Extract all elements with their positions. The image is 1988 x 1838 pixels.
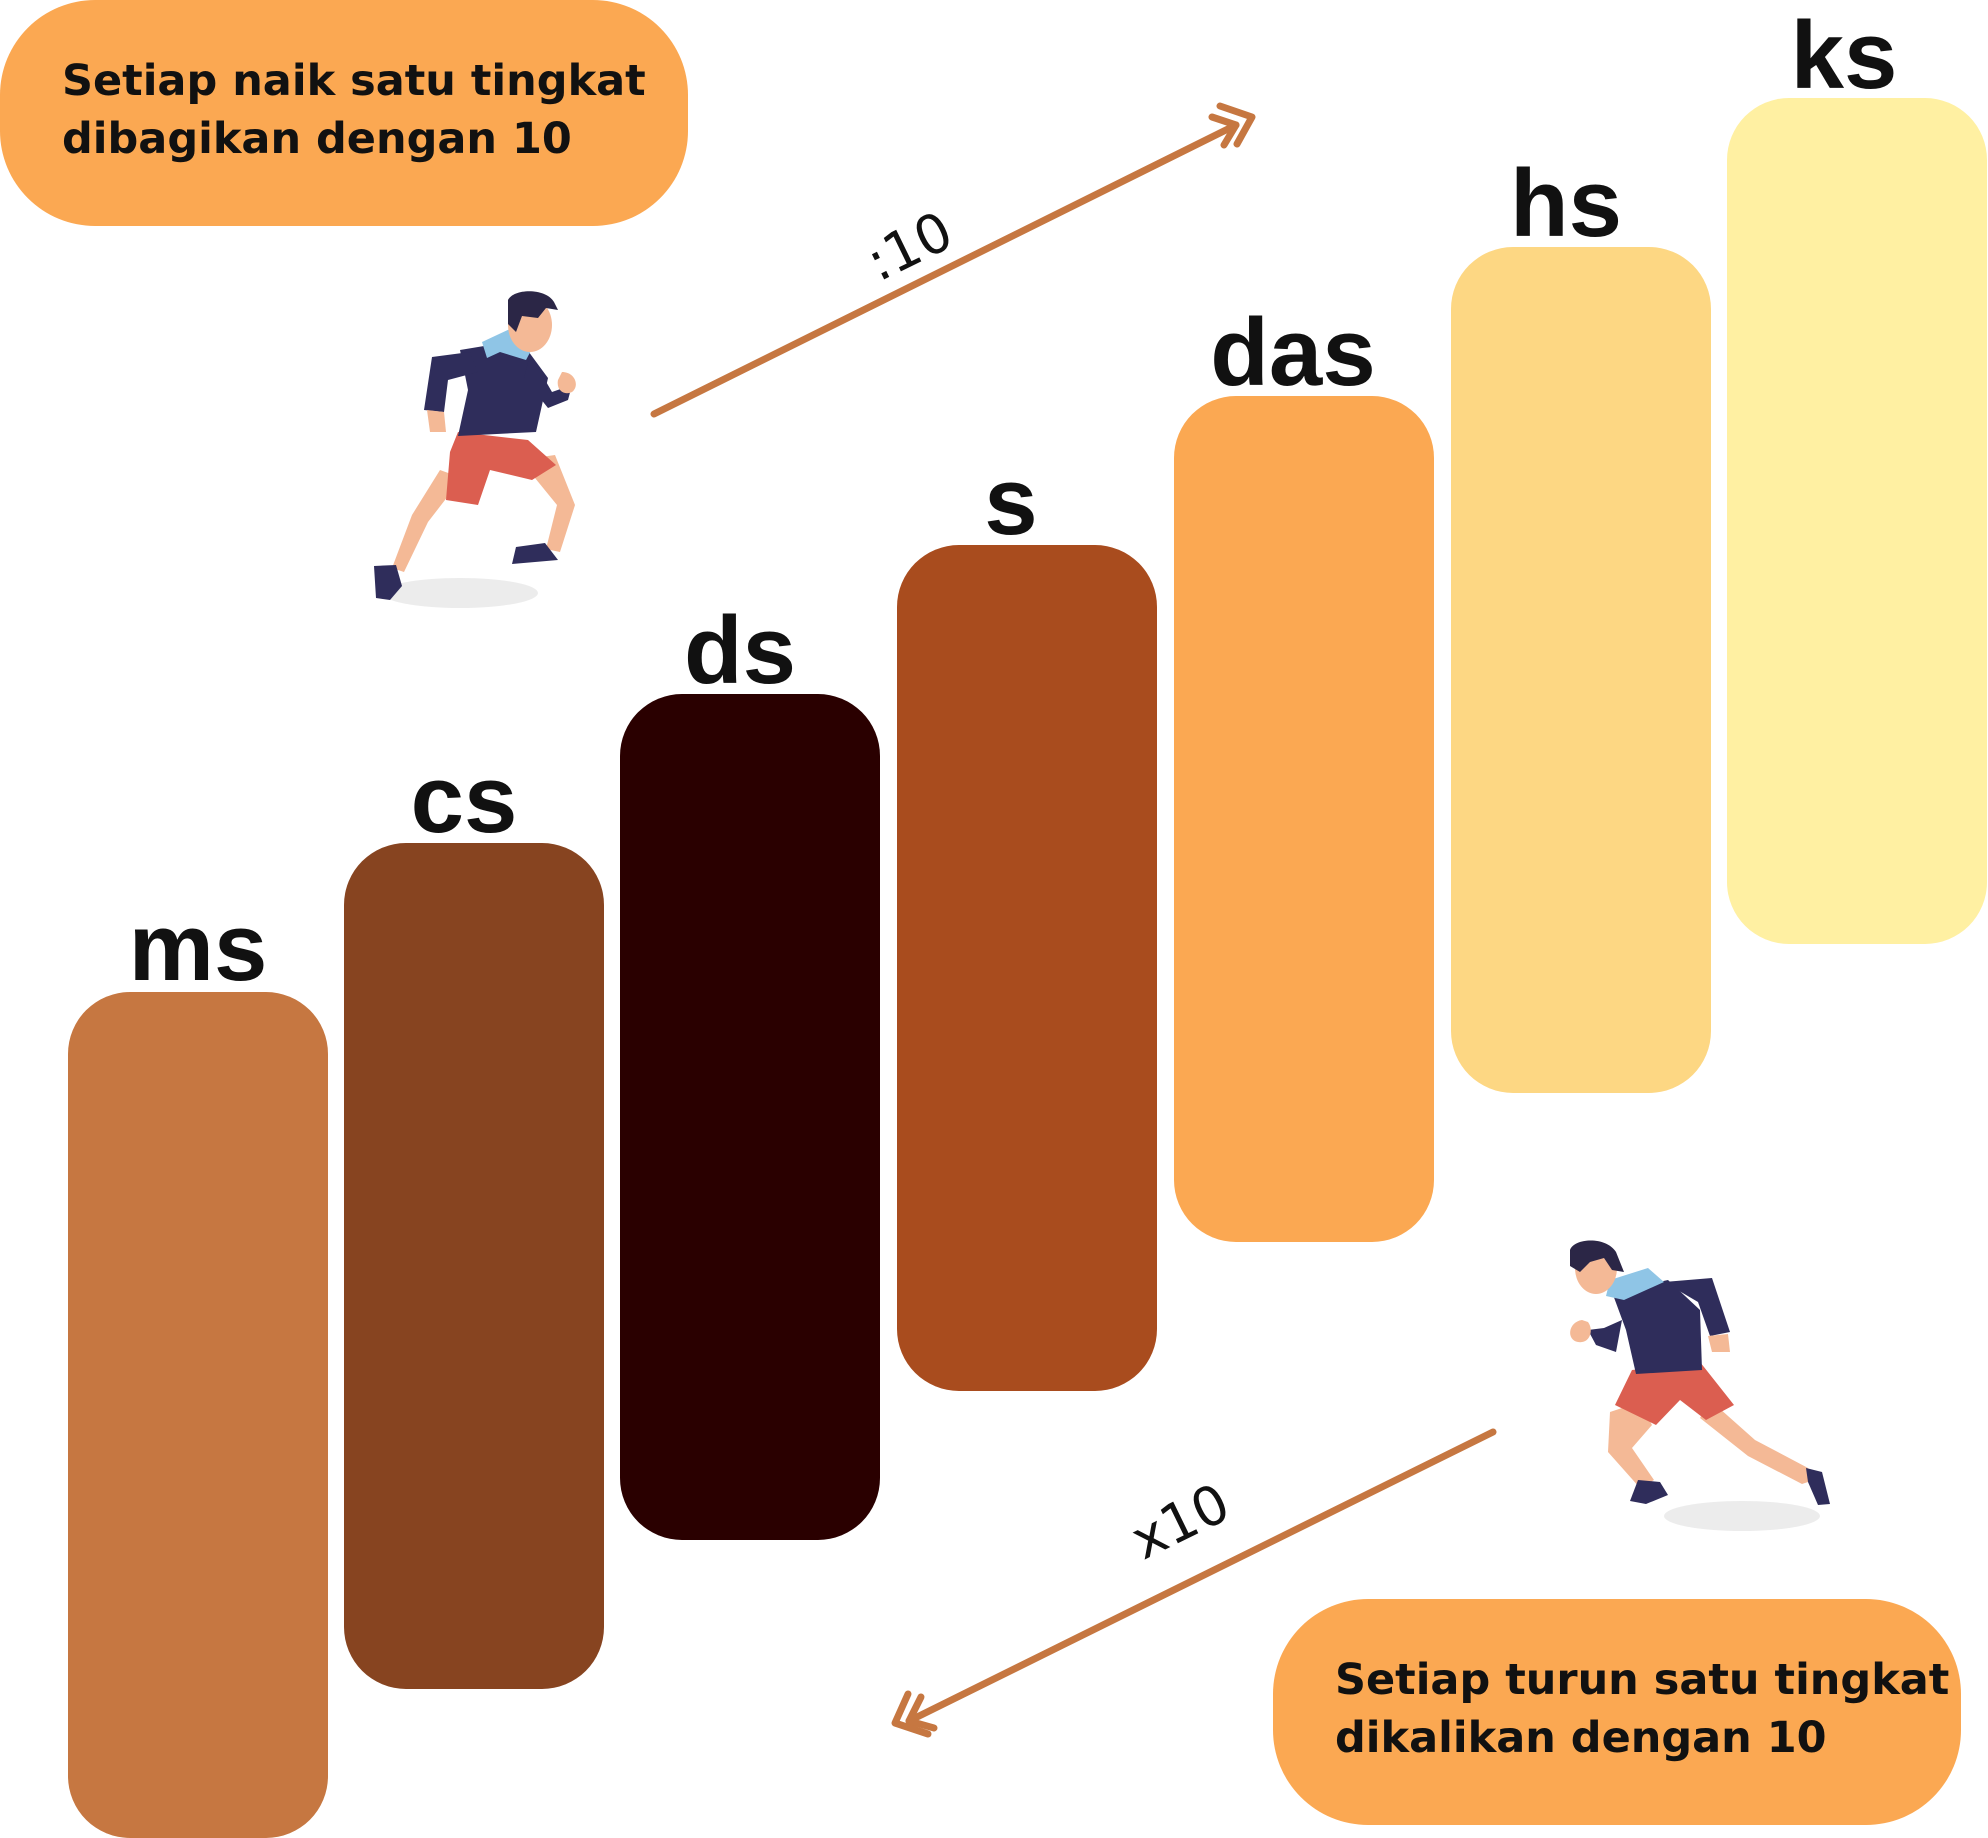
runner-down-icon	[1570, 1240, 1830, 1531]
step-label-ms: ms	[128, 894, 268, 1001]
step-hs	[1451, 247, 1711, 1093]
step-ds	[620, 694, 880, 1540]
step-label-das: das	[1210, 299, 1376, 406]
step-cs	[344, 843, 604, 1689]
step-das	[1174, 396, 1434, 1242]
callout-up-line1: Setiap naik satu tingkat	[62, 56, 646, 106]
step-label-cs: cs	[410, 746, 518, 853]
runner-up-icon	[374, 291, 576, 608]
step-label-ks: ks	[1790, 2, 1898, 109]
arrow-up-icon	[650, 102, 1256, 418]
step-ks	[1727, 98, 1987, 944]
step-label-ds: ds	[683, 597, 797, 704]
step-label-hs: hs	[1509, 150, 1623, 257]
callout-up: Setiap naik satu tingkat dibagikan denga…	[0, 0, 688, 226]
callout-down: Setiap turun satu tingkat dikalikan deng…	[1273, 1599, 1961, 1825]
callout-down-line2: dikalikan dengan 10	[1335, 1713, 1827, 1763]
step-label-s: s	[984, 448, 1038, 555]
callout-down-line1: Setiap turun satu tingkat	[1335, 1655, 1950, 1705]
arrow-down-icon	[891, 1428, 1497, 1738]
callout-up-line2: dibagikan dengan 10	[62, 114, 572, 164]
step-ms	[68, 992, 328, 1838]
step-s	[897, 545, 1157, 1391]
